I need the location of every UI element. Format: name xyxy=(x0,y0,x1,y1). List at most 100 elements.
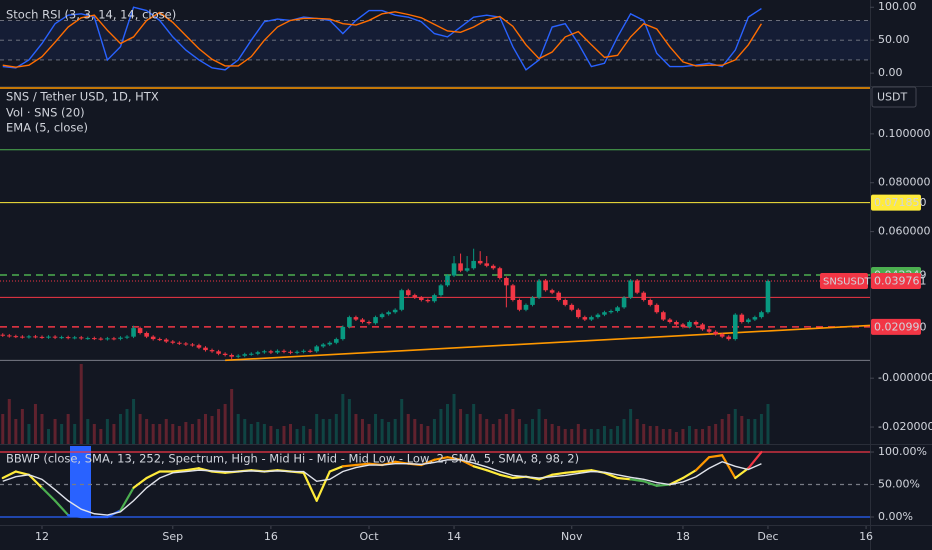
candle-body xyxy=(543,280,548,291)
volume-bar xyxy=(400,399,404,444)
x-tick-label: 18 xyxy=(676,530,690,543)
candle-body xyxy=(242,354,248,356)
candle-body xyxy=(78,337,84,339)
candle-body xyxy=(641,292,647,301)
bbwp-segment xyxy=(132,476,148,489)
price-label-box xyxy=(871,273,921,290)
bbwp-segment xyxy=(564,470,580,474)
candle-body xyxy=(118,337,123,339)
candle-body xyxy=(451,263,457,276)
candle-body xyxy=(589,317,594,320)
candle-body xyxy=(752,317,758,320)
candle-body xyxy=(262,351,267,353)
y-tick-label: 0.080000 xyxy=(878,176,931,189)
volume-bar xyxy=(393,419,397,444)
candle-body xyxy=(674,321,679,325)
volume-bar xyxy=(681,429,685,444)
volume-bar xyxy=(20,409,24,444)
candle-body xyxy=(39,336,45,338)
price-label-box xyxy=(871,194,921,211)
currency-box[interactable] xyxy=(871,86,917,108)
volume-bar xyxy=(537,409,541,444)
volume-bar xyxy=(125,409,129,444)
bbwp-segment xyxy=(747,450,763,470)
volume-bar xyxy=(86,419,90,444)
candle-body xyxy=(163,339,169,342)
y-tick-label: 100.00 xyxy=(878,0,917,13)
candle-body xyxy=(98,338,104,340)
volume-bar xyxy=(190,424,194,444)
bbwp-segment xyxy=(210,470,227,474)
candle-body xyxy=(490,265,496,269)
candle-body xyxy=(222,353,228,355)
candle-body xyxy=(719,334,725,337)
candle-body xyxy=(647,300,653,305)
candle-body xyxy=(706,329,712,332)
volume-bar xyxy=(347,399,351,444)
volume-bar xyxy=(367,424,371,444)
volume-bar xyxy=(334,414,338,444)
candle-body xyxy=(432,295,437,302)
bbwp-segment xyxy=(145,470,161,480)
candle-body xyxy=(477,260,483,264)
candle-body xyxy=(144,332,149,337)
x-tick-label: Dec xyxy=(757,530,778,543)
series-line xyxy=(2,459,762,516)
volume-bar xyxy=(531,419,535,444)
bbwp-segment xyxy=(119,486,135,512)
y-tick-label: 0.100000 xyxy=(878,127,931,140)
candle-body xyxy=(360,319,365,322)
candle-body xyxy=(320,344,326,347)
volume-bar xyxy=(674,432,678,444)
volume-bar xyxy=(445,404,449,444)
bbwp-segment xyxy=(708,454,724,459)
candle-body xyxy=(700,324,705,330)
volume-bar xyxy=(289,424,293,444)
y-tick-label: 50.00 xyxy=(878,33,910,46)
volume-bar xyxy=(217,409,221,444)
volume-bar xyxy=(321,419,325,444)
candle-body xyxy=(497,268,503,279)
volume-bar xyxy=(230,389,234,444)
candle-body xyxy=(13,336,19,338)
volume-bar xyxy=(727,414,731,444)
price-label: 0.039761 xyxy=(874,275,927,288)
volume-bar xyxy=(694,429,698,444)
candle-body xyxy=(111,338,117,340)
candle-body xyxy=(131,328,136,337)
volume-bar xyxy=(14,419,18,444)
volume-bar xyxy=(746,419,750,444)
bbwp-segment xyxy=(629,478,645,483)
volume-bar xyxy=(485,419,489,444)
candle-body xyxy=(575,309,581,318)
volume-bar xyxy=(295,429,299,444)
candle-body xyxy=(6,335,12,337)
candle-body xyxy=(386,312,391,315)
volume-bar xyxy=(282,426,286,444)
volume-bar xyxy=(275,429,279,444)
candle-body xyxy=(765,280,771,313)
candle-body xyxy=(739,314,745,322)
candle-body xyxy=(235,355,241,357)
bbwp-segment xyxy=(302,471,318,502)
series-line xyxy=(2,6,762,71)
candle-body xyxy=(26,336,32,338)
volume-bar xyxy=(99,429,103,444)
bbwp-title: BBWP (close, SMA, 13, 252, Spectrum, Hig… xyxy=(6,452,579,466)
volume-bar xyxy=(354,414,358,444)
volume-bar xyxy=(740,416,744,444)
volume-bar xyxy=(655,426,659,444)
x-tick-label: 16 xyxy=(264,530,278,543)
symbol-box xyxy=(820,273,868,290)
candle-body xyxy=(288,351,293,353)
price-label-box xyxy=(871,318,921,335)
bbwp-segment xyxy=(53,499,70,517)
candle-body xyxy=(183,343,189,345)
volume-bar xyxy=(184,422,188,444)
candle-body xyxy=(471,260,476,269)
volume-bar xyxy=(583,429,587,444)
candle-body xyxy=(281,350,287,352)
bbwp-segment xyxy=(315,470,331,502)
candle-body xyxy=(379,314,385,318)
candle-body xyxy=(713,331,718,335)
